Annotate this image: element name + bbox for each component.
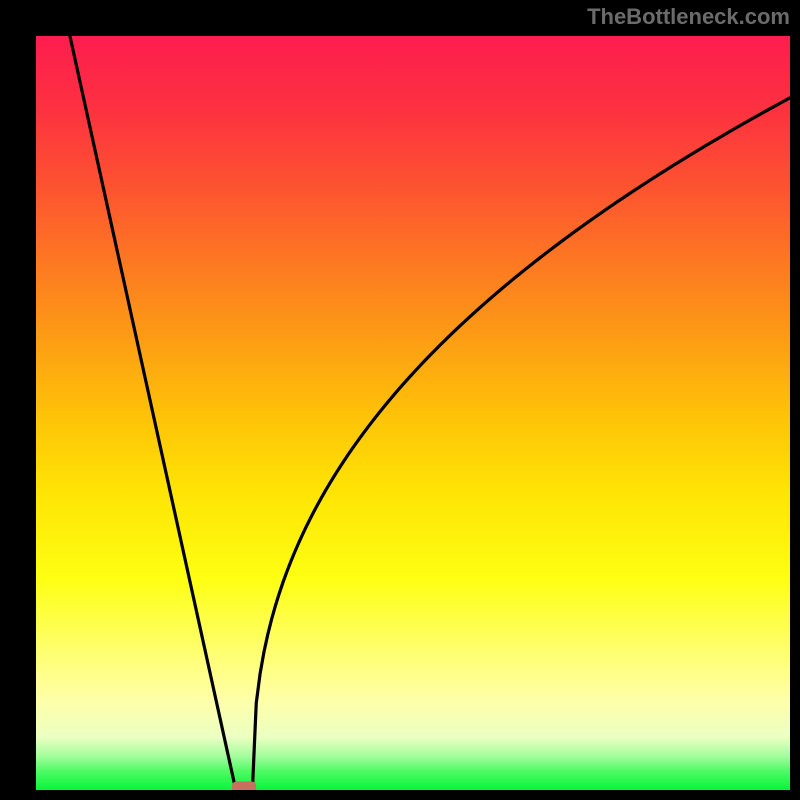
watermark-text: TheBottleneck.com (587, 4, 790, 30)
plot-background (36, 36, 790, 790)
min-marker (232, 781, 256, 790)
plot-area (36, 36, 790, 790)
chart-frame: TheBottleneck.com (0, 0, 800, 800)
plot-svg (36, 36, 790, 790)
